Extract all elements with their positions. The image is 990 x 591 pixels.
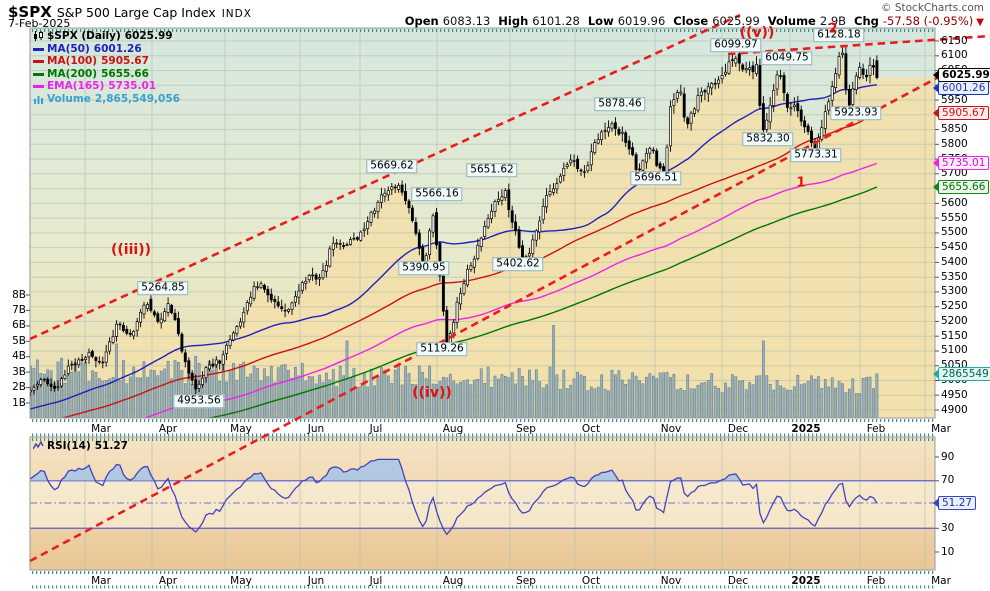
quote-label: High: [498, 14, 529, 28]
quote-label: Volume: [767, 14, 816, 28]
quote-value: 2.9B: [819, 14, 847, 28]
quote-value: -57.58 (-0.95%): [882, 14, 974, 28]
quote-label: Open: [404, 14, 439, 28]
main-plot-border: [29, 27, 936, 419]
ma50-line: [30, 84, 877, 410]
stockcharts-credit: © StockCharts.com: [881, 2, 984, 14]
candlesticks: [30, 46, 879, 397]
symbol-exchange: INDX: [221, 8, 252, 20]
quote-label: Low: [587, 14, 614, 28]
symbol-name: S&P 500 Large Cap Index: [56, 5, 216, 20]
ma100-line: [59, 112, 878, 418]
chart-header: $SPX S&P 500 Large Cap Index INDX: [8, 2, 252, 21]
chart-date: 7-Feb-2025: [8, 17, 71, 30]
quote-line: Open 6083.13 High 6101.28 Low 6019.96 Close 602…: [397, 14, 984, 28]
rsi-overbought-fill: [30, 459, 741, 481]
change-down-arrow-icon[interactable]: ▼: [976, 17, 984, 28]
quote-value: 6101.28: [532, 14, 580, 28]
trendline-2[interactable]: [727, 34, 990, 56]
quote-label: Chg: [854, 14, 879, 28]
rsi-line: [30, 458, 878, 536]
quote-label: Close: [673, 14, 709, 28]
symbol: $SPX: [8, 3, 52, 21]
quote-value: 6019.96: [617, 14, 666, 28]
quote-value: 6025.99: [712, 14, 760, 28]
quote-value: 6083.13: [442, 14, 491, 28]
